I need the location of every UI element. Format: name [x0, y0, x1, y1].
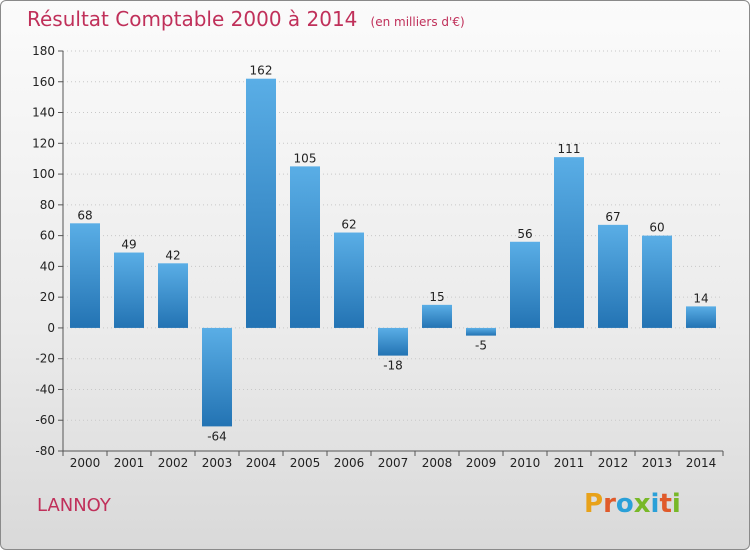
x-tick-label: 2010: [510, 456, 541, 470]
bar: [554, 157, 584, 328]
x-tick-label: 2003: [202, 456, 233, 470]
chart-subtitle: (en milliers d'€): [370, 15, 465, 29]
y-tick-label: 160: [32, 75, 55, 89]
x-tick-label: 2009: [466, 456, 497, 470]
x-tick-label: 2013: [642, 456, 673, 470]
x-tick-label: 2006: [334, 456, 365, 470]
bar: [290, 166, 320, 328]
y-tick-label: -80: [35, 444, 55, 458]
y-tick-label: -60: [35, 413, 55, 427]
bar: [510, 241, 540, 328]
data-label: 14: [693, 291, 708, 305]
data-label: 105: [294, 151, 317, 165]
data-label: -18: [383, 359, 403, 373]
commune-name: LANNOY: [37, 495, 111, 516]
bar: [686, 306, 716, 328]
logo-letter: t: [659, 489, 672, 519]
data-label: 49: [121, 238, 136, 252]
bar: [246, 78, 276, 328]
bar: [598, 224, 628, 328]
y-tick-label: -40: [35, 382, 55, 396]
x-tick-label: 2012: [598, 456, 629, 470]
data-label: 62: [341, 218, 356, 232]
y-tick-label: 60: [40, 229, 55, 243]
x-tick-label: 2004: [246, 456, 277, 470]
x-tick-label: 2014: [686, 456, 717, 470]
y-tick-label: 80: [40, 198, 55, 212]
bar: [114, 252, 144, 328]
data-label: 60: [649, 221, 664, 235]
bar: [466, 327, 496, 336]
data-label: 67: [605, 210, 620, 224]
bar: [202, 327, 232, 427]
data-label: -64: [207, 429, 227, 443]
data-label: 56: [517, 227, 532, 241]
x-tick-label: 2005: [290, 456, 321, 470]
bar: [642, 235, 672, 328]
logo-letter: x: [633, 489, 651, 519]
data-label: 111: [558, 142, 581, 156]
x-tick-label: 2002: [158, 456, 189, 470]
x-tick-label: 2007: [378, 456, 409, 470]
data-label: -5: [475, 339, 487, 353]
logo-letter: i: [650, 489, 660, 519]
y-tick-label: 40: [40, 259, 55, 273]
data-label: 42: [165, 248, 180, 262]
proxiti-logo: Proxiti: [584, 489, 681, 519]
logo-letter: r: [603, 489, 616, 519]
x-tick-label: 2000: [70, 456, 101, 470]
y-tick-label: 100: [32, 167, 55, 181]
bar: [334, 232, 364, 328]
bars: [70, 78, 716, 427]
y-tick-label: 20: [40, 290, 55, 304]
y-tick-label: 180: [32, 44, 55, 58]
bar: [422, 304, 452, 328]
y-tick-label: 140: [32, 106, 55, 120]
logo-letter: o: [615, 489, 634, 519]
chart-title: Résultat Comptable 2000 à 2014: [27, 7, 358, 31]
bar: [70, 223, 100, 328]
axes: [58, 50, 724, 456]
logo-letter: i: [671, 489, 681, 519]
title-row: Résultat Comptable 2000 à 2014 (en milli…: [27, 7, 465, 31]
labels: -80 -60 -40 -20 0 20 40 60 80 100 120 140 160 180 68 20…: [32, 44, 716, 470]
bar: [158, 263, 188, 328]
y-tick-label: -20: [35, 352, 55, 366]
data-label: 15: [429, 290, 444, 304]
x-tick-label: 2008: [422, 456, 453, 470]
data-label: 162: [250, 64, 273, 78]
x-tick-label: 2001: [114, 456, 145, 470]
bar: [378, 327, 408, 356]
y-tick-label: 120: [32, 136, 55, 150]
x-tick-label: 2011: [554, 456, 585, 470]
y-tick-label: 0: [47, 321, 55, 335]
logo-letter: P: [584, 489, 604, 519]
data-label: 68: [77, 208, 92, 222]
